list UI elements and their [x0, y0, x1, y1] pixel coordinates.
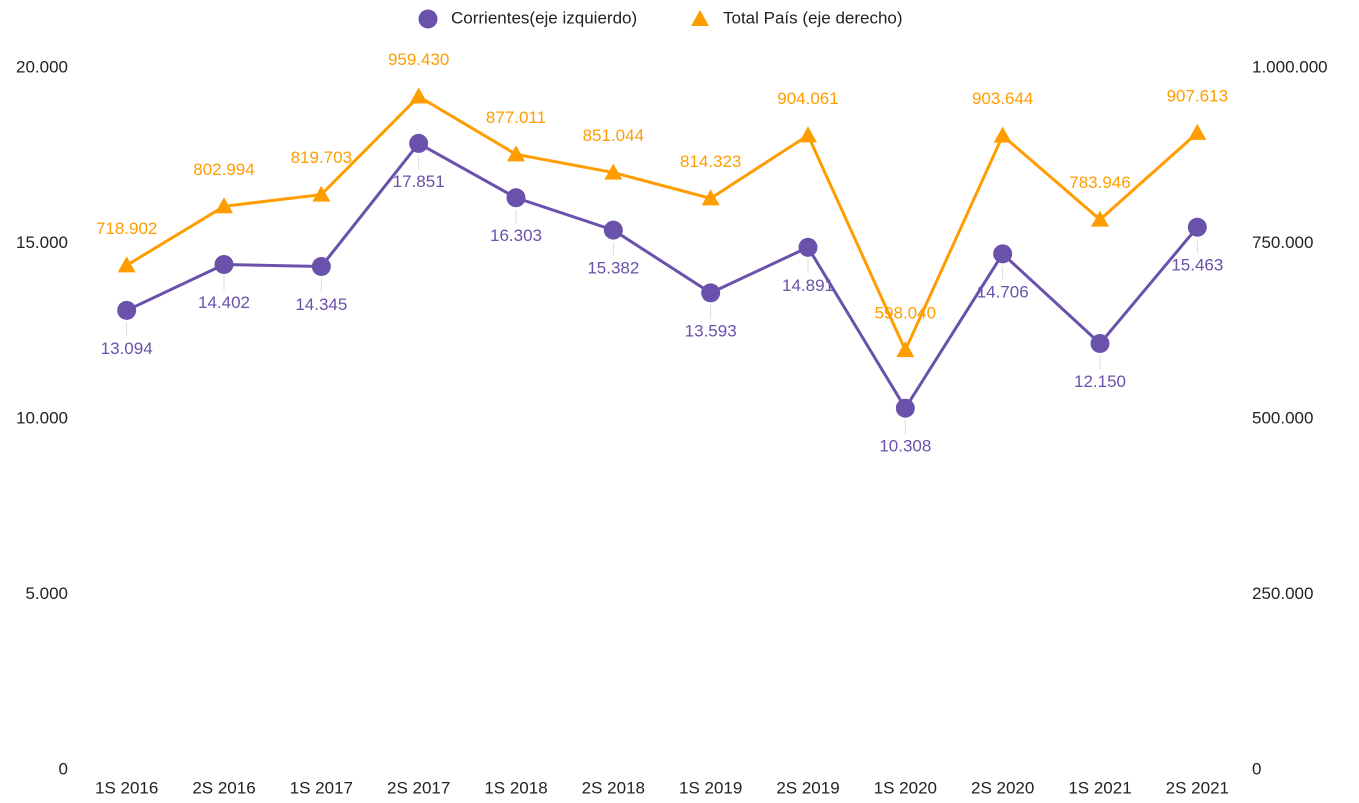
legend-marker: [418, 9, 438, 29]
data-point: [1188, 123, 1207, 140]
y-tick-label: 10.000: [16, 408, 68, 427]
data-point: [215, 197, 233, 214]
data-label: 851.044: [583, 126, 644, 145]
data-point: [799, 126, 817, 143]
data-point: [993, 244, 1013, 264]
x-tick-label: 2S 2018: [582, 778, 645, 797]
data-label: 13.094: [101, 339, 153, 358]
y-tick-label: 0: [1252, 759, 1261, 778]
y-tick-label: 1.000.000: [1252, 57, 1328, 76]
x-tick-label: 1S 2018: [484, 778, 547, 797]
data-label: 598.040: [875, 304, 936, 323]
data-label: 16.303: [490, 226, 542, 245]
data-point: [409, 87, 428, 104]
data-point: [507, 145, 525, 162]
data-label: 903.644: [972, 89, 1033, 108]
data-label: 12.150: [1074, 372, 1126, 391]
data-point: [798, 237, 818, 257]
data-label: 17.851: [393, 172, 445, 191]
series-line: [125, 94, 1199, 354]
data-point: [117, 256, 136, 273]
data-point: [1090, 334, 1110, 354]
data-point: [1091, 210, 1109, 227]
data-point: [409, 133, 429, 153]
x-tick-label: 2S 2016: [192, 778, 255, 797]
data-label: 15.463: [1171, 256, 1223, 275]
data-label: 877.011: [486, 108, 546, 127]
data-label: 10.308: [879, 437, 931, 456]
data-point: [896, 341, 915, 358]
data-point: [701, 189, 720, 206]
x-tick-label: 2S 2021: [1166, 778, 1229, 797]
data-label: 904.061: [777, 89, 838, 108]
data-point: [506, 188, 526, 208]
data-point: [701, 283, 721, 303]
x-tick-label: 1S 2020: [874, 778, 937, 797]
data-label: 814.323: [680, 152, 741, 171]
data-point: [895, 398, 915, 418]
x-tick-label: 2S 2020: [971, 778, 1034, 797]
y-tick-label: 5.000: [25, 584, 68, 603]
y-tick-label: 250.000: [1252, 584, 1313, 603]
data-label: 13.593: [685, 321, 737, 340]
data-label: 783.946: [1069, 173, 1130, 192]
data-label: 14.402: [198, 293, 250, 312]
data-label: 802.994: [193, 160, 254, 179]
data-point: [993, 126, 1012, 143]
y-tick-label: 750.000: [1252, 233, 1313, 252]
legend-label: Corrientes(eje izquierdo): [451, 8, 637, 27]
data-label: 14.706: [977, 282, 1029, 301]
data-label: 14.891: [782, 276, 834, 295]
y-tick-label: 20.000: [16, 57, 68, 76]
data-label: 14.345: [295, 295, 347, 314]
data-point: [214, 254, 234, 274]
data-point: [312, 185, 331, 202]
y-tick-label: 15.000: [16, 233, 68, 252]
x-tick-label: 2S 2017: [387, 778, 450, 797]
data-point: [311, 256, 331, 276]
x-tick-label: 1S 2017: [290, 778, 353, 797]
data-point: [604, 163, 623, 180]
data-label: 718.902: [96, 219, 157, 238]
y-tick-label: 500.000: [1252, 408, 1313, 427]
x-tick-label: 1S 2016: [95, 778, 158, 797]
series-line: [126, 141, 1199, 412]
x-tick-label: 1S 2019: [679, 778, 742, 797]
x-tick-label: 1S 2021: [1068, 778, 1131, 797]
data-point: [603, 220, 623, 240]
legend-marker: [691, 10, 709, 26]
legend-label: Total País (eje derecho): [723, 8, 903, 27]
x-tick-label: 2S 2019: [776, 778, 839, 797]
y-tick-label: 0: [59, 759, 68, 778]
data-label: 15.382: [587, 259, 639, 278]
data-point: [117, 300, 137, 320]
data-label: 907.613: [1167, 86, 1228, 105]
data-label: 819.703: [291, 148, 352, 167]
data-point: [1187, 217, 1207, 237]
data-label: 959.430: [388, 50, 449, 69]
